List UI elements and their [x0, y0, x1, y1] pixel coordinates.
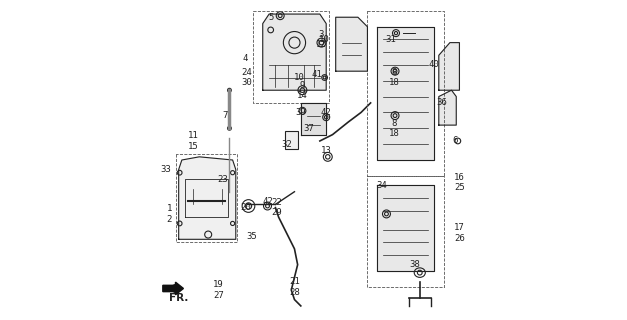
Text: 16
25: 16 25 — [454, 172, 465, 192]
Text: 10: 10 — [319, 35, 330, 44]
Text: 19
27: 19 27 — [213, 280, 224, 300]
Text: 39: 39 — [295, 108, 306, 117]
Text: 5: 5 — [268, 13, 273, 22]
Text: 24
30: 24 30 — [241, 68, 252, 87]
Text: 35: 35 — [246, 232, 257, 241]
Text: 33: 33 — [161, 165, 171, 174]
Text: 22
29: 22 29 — [271, 198, 282, 217]
Polygon shape — [377, 27, 434, 160]
Text: 9
14: 9 14 — [297, 81, 308, 100]
Polygon shape — [377, 185, 434, 271]
Polygon shape — [301, 103, 326, 135]
Text: 21
28: 21 28 — [289, 277, 300, 297]
Polygon shape — [179, 157, 236, 239]
Text: 23: 23 — [218, 174, 228, 184]
Text: 13: 13 — [321, 146, 332, 155]
Polygon shape — [335, 17, 367, 71]
Text: 42: 42 — [321, 108, 332, 117]
Text: 11
15: 11 15 — [187, 131, 198, 151]
Text: 41: 41 — [311, 70, 322, 79]
Text: 8
18: 8 18 — [389, 119, 400, 138]
Text: 20: 20 — [240, 203, 251, 212]
Text: 8
18: 8 18 — [389, 68, 400, 87]
Text: 38: 38 — [409, 260, 420, 269]
Text: 32: 32 — [281, 140, 292, 148]
Text: 34: 34 — [376, 181, 387, 190]
Polygon shape — [439, 43, 460, 90]
Text: 40: 40 — [429, 60, 440, 69]
Ellipse shape — [228, 88, 231, 92]
Text: 7: 7 — [222, 111, 228, 120]
Text: 36: 36 — [436, 99, 447, 108]
Ellipse shape — [228, 126, 231, 130]
Text: 6: 6 — [452, 136, 457, 146]
Text: 37: 37 — [303, 124, 314, 133]
Polygon shape — [163, 282, 184, 295]
Text: 31: 31 — [386, 35, 397, 44]
Text: 1
2: 1 2 — [167, 204, 172, 224]
Bar — [285, 132, 298, 149]
Text: 17
26: 17 26 — [454, 223, 465, 243]
Text: 3
12: 3 12 — [316, 30, 327, 49]
Text: FR.: FR. — [169, 293, 188, 303]
Text: 4: 4 — [243, 54, 248, 63]
Polygon shape — [439, 90, 456, 125]
Text: 42: 42 — [262, 197, 273, 206]
Polygon shape — [263, 14, 326, 90]
Text: 10: 10 — [294, 73, 305, 82]
